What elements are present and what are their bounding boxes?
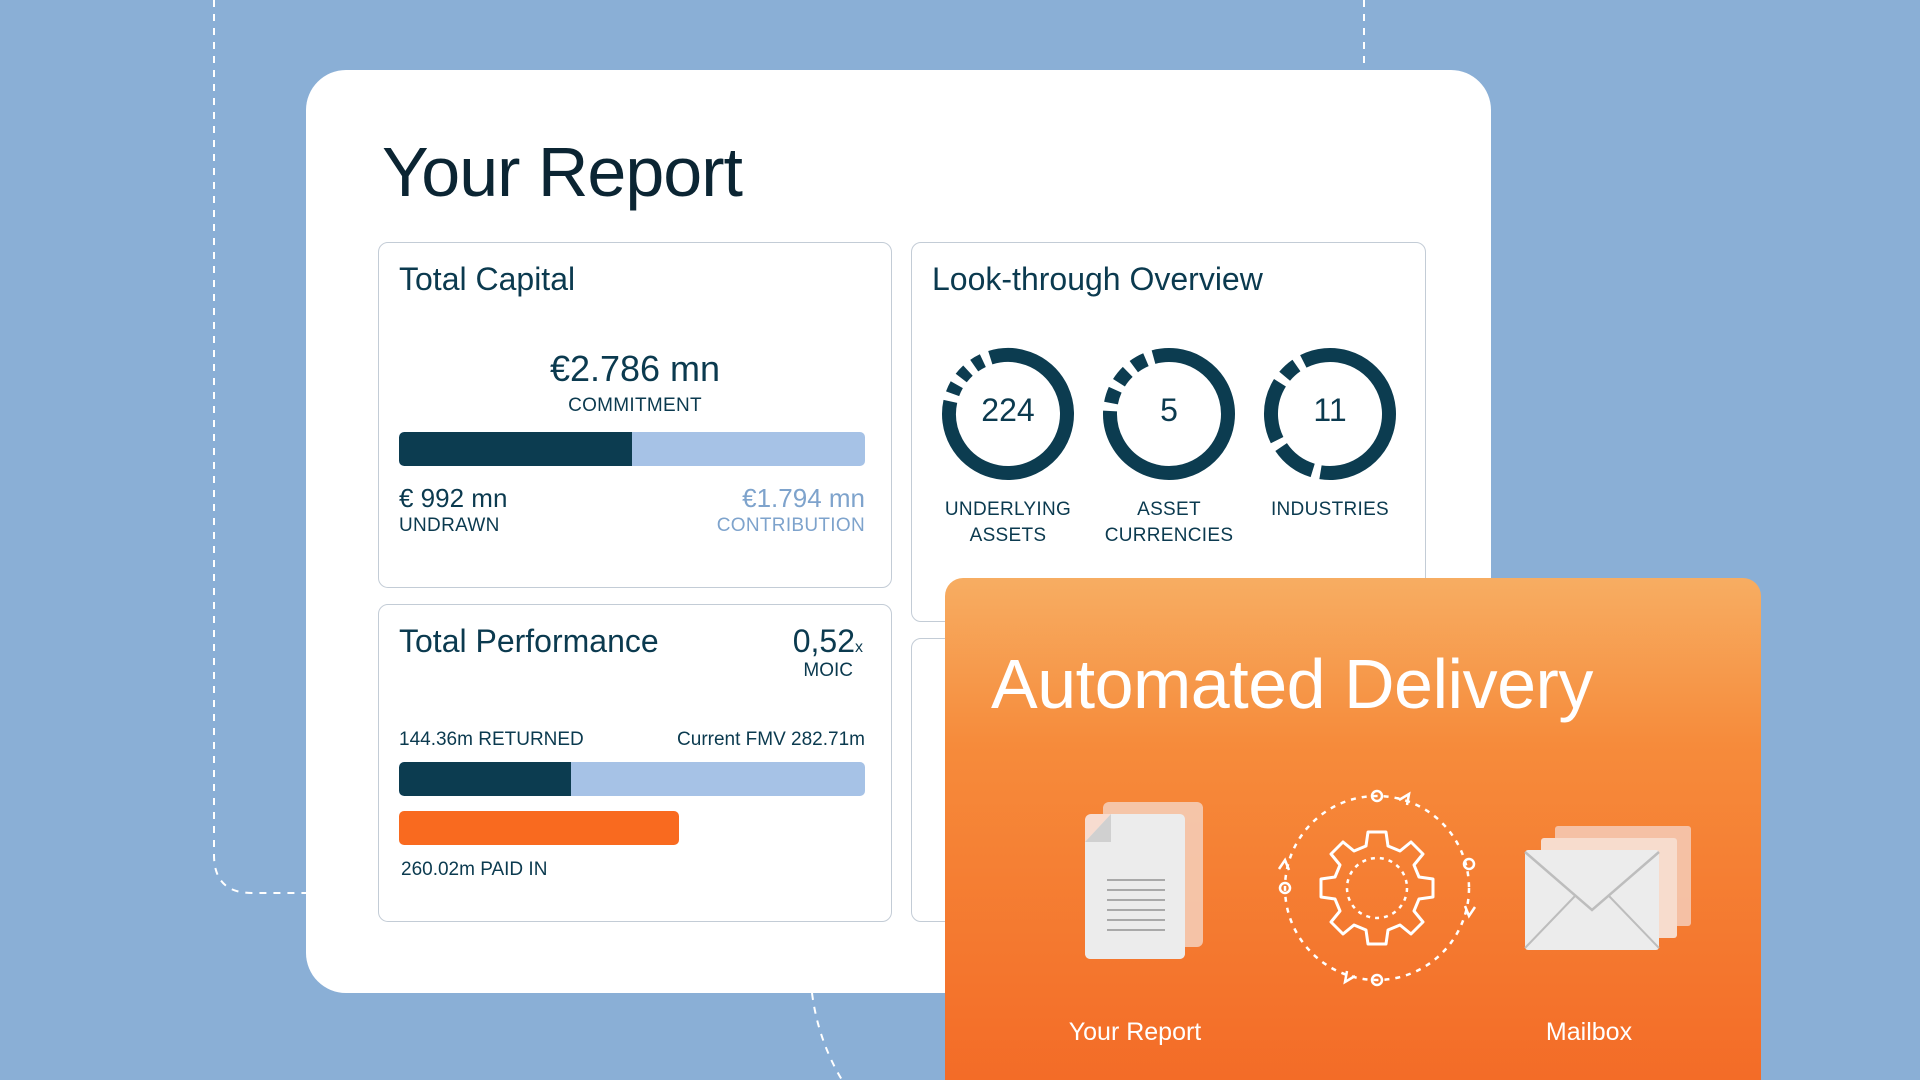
total-capital-panel: Total Capital €2.786 mn COMMITMENT € 992… [378,242,892,588]
industries-label-line1: INDUSTRIES [1270,499,1390,520]
contribution-value: €1.794 mn [742,483,865,513]
industries-value: 11 [1313,392,1347,428]
total-performance-panel: Total Performance 0,52x MOIC 144.36m RET… [378,604,892,922]
moic-suffix: x [855,639,863,656]
moic-label: MOIC [803,660,853,681]
industries-label: INDUSTRIES [1250,497,1410,523]
document-stack-icon [1085,802,1203,959]
returned-label: 144.36m RETURNED [399,729,584,750]
total-capital-title: Total Capital [399,261,576,297]
capital-progress-fill [399,432,632,466]
delivery-title: Automated Delivery [991,645,1593,723]
undrawn-value: € 992 mn [399,483,508,513]
look-through-panel: Look-through Overview 224 UNDERLYING ASS… [911,242,1426,622]
delivery-label-your-report: Your Report [1068,1018,1202,1046]
capital-progress-bar [399,432,865,466]
underlying-assets-label-line2: ASSETS [969,525,1047,546]
report-title: Your Report [382,133,743,211]
underlying-assets-label: UNDERLYING ASSETS [928,497,1088,549]
paid-in-label: 260.02m PAID IN [401,859,548,880]
envelope-stack-icon [1524,826,1691,950]
delivery-label-mailbox: Mailbox [1545,1018,1633,1046]
report-card: Your Report Total Capital €2.786 mn COMM… [306,70,1491,993]
undrawn-label: UNDRAWN [399,515,500,536]
gear-cycle-icon [1277,789,1477,987]
automated-delivery-card: Automated Delivery Your [945,578,1761,1080]
look-through-title: Look-through Overview [932,261,1263,297]
underlying-assets-label-line1: UNDERLYING [944,499,1072,520]
asset-currencies-label-line2: CURRENCIES [1104,525,1234,546]
commitment-value: €2.786 mn [549,348,721,389]
underlying-assets-value: 224 [981,392,1035,428]
asset-currencies-label-line1: ASSET [1137,499,1201,520]
asset-currencies-donut: 5 [1102,347,1236,481]
total-performance-title: Total Performance [399,623,659,659]
industries-donut: 11 [1263,347,1397,481]
moic-number: 0,52 [792,623,855,659]
performance-progress-bar [399,762,865,796]
performance-progress-fill [399,762,572,796]
donut-ring-icon [1264,348,1396,480]
donut-ring-icon [1103,348,1235,480]
asset-currencies-value: 5 [1160,392,1178,428]
underlying-assets-donut: 224 [941,347,1075,481]
fmv-label: Current FMV 282.71m [677,729,865,750]
contribution-label: CONTRIBUTION [716,515,865,536]
moic-value: 0,52x [793,623,863,660]
commitment-label: COMMITMENT [568,395,702,416]
donut-ring-icon [942,348,1074,480]
asset-currencies-label: ASSET CURRENCIES [1089,497,1249,549]
paid-in-bar [399,811,679,845]
